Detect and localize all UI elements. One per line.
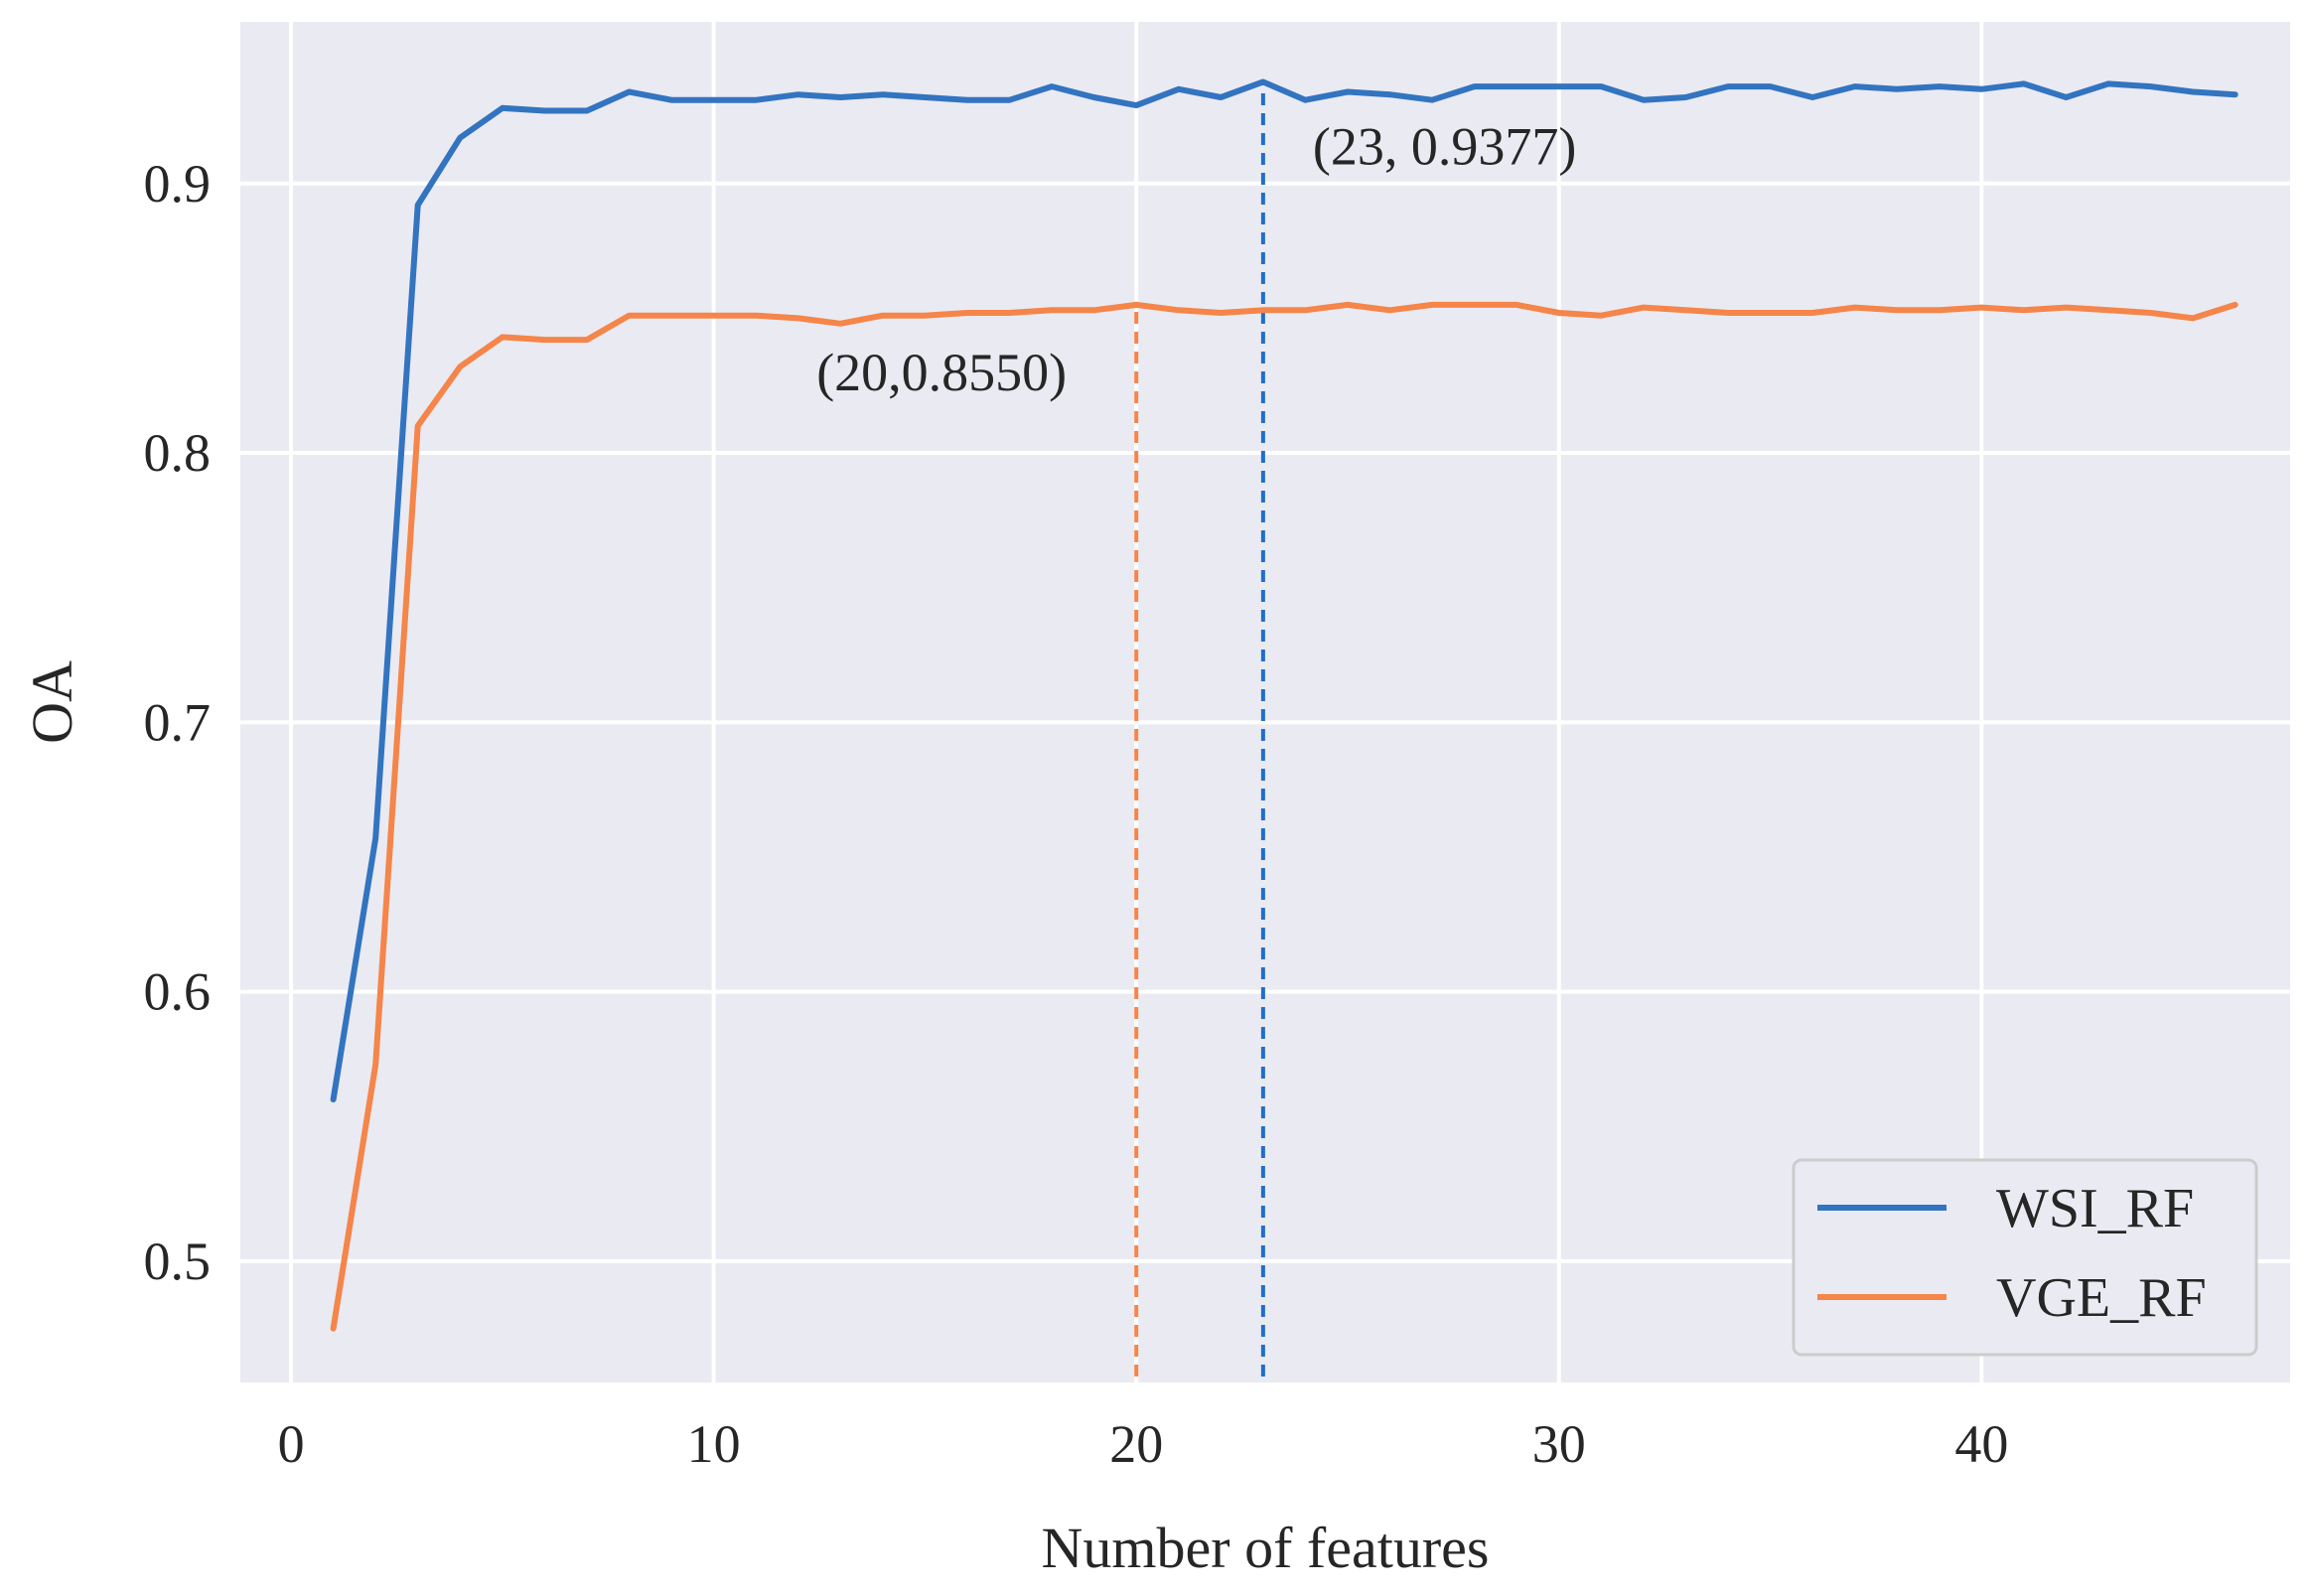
x-axis-title: Number of features bbox=[1042, 1516, 1490, 1580]
x-tick-label: 40 bbox=[1954, 1414, 2008, 1474]
x-tick-label: 20 bbox=[1109, 1414, 1163, 1474]
y-tick-labels: 0.5 0.6 0.7 0.8 0.9 bbox=[144, 154, 212, 1291]
reference-lines bbox=[1134, 81, 1265, 1377]
y-tick-label: 0.5 bbox=[144, 1232, 212, 1291]
series-layer bbox=[330, 78, 2238, 1332]
x-tick-label: 10 bbox=[687, 1414, 741, 1474]
y-tick-label: 0.6 bbox=[144, 962, 212, 1022]
annotation-vge-max: (20,0.8550) bbox=[816, 343, 1067, 402]
annotation-wsi-max: (23, 0.9377) bbox=[1313, 116, 1576, 176]
y-axis-title: OA bbox=[20, 660, 84, 744]
legend: WSI_RF VGE_RF bbox=[1792, 1158, 2258, 1357]
series-line-vge-rf bbox=[330, 301, 2238, 1332]
x-tick-label: 30 bbox=[1532, 1414, 1586, 1474]
annotations: (23, 0.9377) (20,0.8550) bbox=[816, 116, 1576, 401]
grid bbox=[240, 22, 2290, 1382]
legend-label-wsi-rf: WSI_RF bbox=[1996, 1178, 2194, 1239]
x-tick-labels: 0 10 20 30 40 bbox=[278, 1414, 2009, 1474]
y-tick-label: 0.7 bbox=[144, 692, 212, 752]
series-line-wsi-rf bbox=[330, 78, 2238, 1103]
plot-background bbox=[240, 22, 2290, 1382]
x-tick-label: 0 bbox=[278, 1414, 305, 1474]
legend-label-vge-rf: VGE_RF bbox=[1996, 1267, 2207, 1329]
y-tick-label: 0.8 bbox=[144, 423, 212, 483]
y-tick-label: 0.9 bbox=[144, 154, 212, 214]
